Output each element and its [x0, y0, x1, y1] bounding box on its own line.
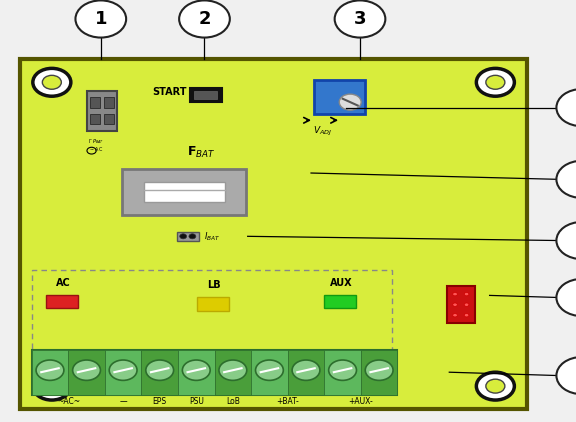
Circle shape	[189, 234, 196, 239]
Circle shape	[329, 360, 357, 380]
Circle shape	[464, 314, 469, 317]
Bar	[46, 295, 78, 308]
Bar	[361, 350, 397, 395]
Bar	[32, 350, 397, 395]
Circle shape	[43, 379, 61, 393]
Circle shape	[180, 234, 187, 239]
Circle shape	[75, 0, 126, 38]
Bar	[447, 286, 475, 323]
Circle shape	[339, 94, 361, 110]
Circle shape	[464, 292, 469, 296]
Text: 2: 2	[198, 10, 211, 28]
Text: AUX: AUX	[329, 278, 353, 288]
Bar	[194, 91, 217, 99]
Circle shape	[453, 292, 457, 296]
Circle shape	[256, 360, 283, 380]
Bar	[32, 270, 392, 352]
Bar	[251, 350, 287, 395]
Bar	[197, 297, 229, 311]
Text: $\mathbf{F}_{BAT}$: $\mathbf{F}_{BAT}$	[187, 145, 216, 160]
Circle shape	[476, 372, 514, 400]
Bar	[87, 90, 117, 130]
Circle shape	[556, 89, 576, 126]
Text: ~AC~: ~AC~	[56, 397, 80, 406]
Bar	[177, 232, 199, 241]
Text: EPS: EPS	[153, 397, 167, 406]
Text: $I_{BAT}$: $I_{BAT}$	[204, 230, 221, 243]
Circle shape	[183, 360, 210, 380]
Circle shape	[453, 314, 457, 317]
Text: —: —	[119, 397, 127, 406]
Circle shape	[556, 161, 576, 198]
Circle shape	[179, 0, 230, 38]
Circle shape	[73, 360, 100, 380]
Circle shape	[556, 357, 576, 394]
Text: +AUX-: +AUX-	[348, 397, 373, 406]
Bar	[314, 80, 365, 114]
Circle shape	[33, 68, 71, 96]
Circle shape	[556, 222, 576, 259]
Text: LB: LB	[207, 280, 221, 290]
Text: 3: 3	[354, 10, 366, 28]
Bar	[324, 295, 356, 308]
Circle shape	[453, 303, 457, 306]
Circle shape	[464, 303, 469, 306]
Circle shape	[556, 279, 576, 316]
Circle shape	[335, 0, 385, 38]
Bar	[105, 350, 141, 395]
Circle shape	[43, 75, 61, 89]
Bar	[90, 97, 100, 108]
Circle shape	[292, 360, 320, 380]
Circle shape	[476, 68, 514, 96]
Text: 1: 1	[94, 10, 107, 28]
Circle shape	[486, 75, 505, 89]
Circle shape	[33, 372, 71, 400]
Bar	[144, 182, 225, 202]
Bar	[104, 97, 114, 108]
Bar	[178, 350, 214, 395]
Bar	[68, 350, 105, 395]
Bar	[32, 350, 68, 395]
Circle shape	[486, 379, 505, 393]
Text: $\Gamma$ $P_{BAT}$: $\Gamma$ $P_{BAT}$	[88, 137, 104, 146]
Text: LoB: LoB	[226, 397, 240, 406]
Bar	[214, 350, 251, 395]
Circle shape	[36, 360, 64, 380]
Text: AC: AC	[56, 278, 71, 288]
Bar	[190, 88, 222, 102]
Bar	[104, 114, 114, 124]
Bar	[287, 350, 324, 395]
Bar	[122, 169, 246, 215]
Circle shape	[109, 360, 137, 380]
Bar	[90, 114, 100, 124]
Text: PSU: PSU	[189, 397, 204, 406]
Bar	[324, 350, 361, 395]
Bar	[141, 350, 178, 395]
Bar	[20, 59, 527, 409]
Circle shape	[146, 360, 173, 380]
Text: $\sim$AC: $\sim$AC	[89, 145, 103, 153]
Circle shape	[219, 360, 247, 380]
Text: START: START	[153, 87, 187, 97]
Circle shape	[365, 360, 393, 380]
Text: $V_{ADJ}$: $V_{ADJ}$	[313, 124, 332, 138]
Text: +BAT-: +BAT-	[276, 397, 299, 406]
